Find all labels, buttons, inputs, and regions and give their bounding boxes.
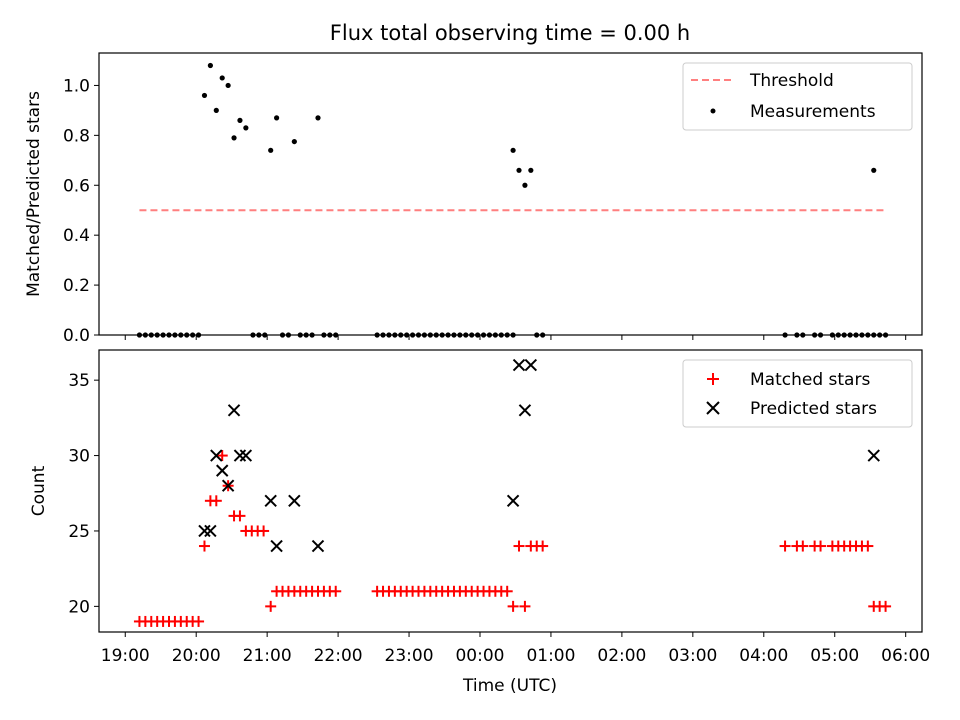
predicted-star-point — [216, 464, 229, 477]
top-x-ticks — [124, 335, 907, 340]
measurement-point — [268, 147, 274, 153]
measurement-point — [528, 167, 534, 173]
top-y-tick-label: 0.2 — [63, 276, 90, 296]
matched-star-point — [330, 585, 342, 597]
legend-measurements-swatch — [710, 108, 716, 114]
measurement-point — [231, 135, 237, 141]
bottom-panel: 20 25 30 35 19:00 20:00 21:00 22:00 23:00 00:00 0… — [29, 349, 930, 696]
legend-threshold-label: Threshold — [749, 71, 834, 91]
matched-star-point — [815, 540, 827, 552]
predicted-star-point — [506, 494, 520, 508]
predicted-star-point — [204, 524, 217, 538]
bottom-y-tick-label: 25 — [68, 522, 90, 542]
matched-star-point — [513, 540, 525, 552]
x-tick-label: 19:00 — [101, 646, 150, 666]
top-legend-box — [682, 62, 913, 131]
measurement-point — [522, 182, 528, 188]
bottom-marks — [133, 358, 892, 627]
measurement-point — [315, 115, 321, 121]
chart-title: Flux total observing time = 0.00 h — [330, 21, 690, 45]
measurement-point — [291, 138, 297, 145]
matched-star-point — [216, 450, 228, 462]
top-panel: Flux total observing time = 0.00 h 0.00.… — [24, 21, 923, 346]
predicted-star-point — [270, 539, 283, 553]
matched-star-point — [519, 600, 531, 612]
matched-star-point — [501, 585, 513, 597]
matched-star-point — [198, 540, 210, 552]
measurement-point — [510, 147, 516, 153]
top-y-tick-label: 1.0 — [63, 76, 90, 96]
predicted-star-point — [233, 449, 247, 462]
matched-star-point — [862, 540, 874, 552]
top-axes-frame — [98, 52, 923, 336]
bottom-axes-frame — [98, 349, 923, 633]
legend-measurements-label: Measurements — [750, 102, 876, 122]
predicted-star-point — [518, 404, 532, 417]
top-y-tick-label: 0.6 — [63, 176, 90, 196]
predicted-star-point — [227, 404, 241, 417]
measurement-point — [219, 75, 225, 81]
bottom-y-tick-label: 30 — [68, 447, 90, 467]
x-tick-label: 21:00 — [243, 646, 292, 666]
x-tick-label: 01:00 — [526, 646, 575, 666]
predicted-star-point — [288, 494, 301, 508]
top-y-axis-label: Matched/Predicted stars — [24, 91, 44, 297]
matched-star-point — [880, 600, 892, 612]
matched-star-point — [779, 540, 791, 552]
predicted-star-point — [311, 539, 325, 553]
matched-star-point — [193, 615, 205, 627]
predicted-star-point — [210, 449, 223, 462]
matched-star-point — [537, 540, 549, 552]
bottom-legend-box — [682, 359, 913, 428]
predicted-star-point — [264, 494, 277, 508]
legend-matched-swatch — [707, 373, 719, 385]
bottom-y-axis-label: Count — [29, 465, 49, 516]
predicted-star-point — [198, 524, 211, 538]
x-tick-label: 00:00 — [455, 646, 504, 666]
x-tick-label: 03:00 — [668, 646, 717, 666]
matched-star-point — [507, 600, 519, 612]
measurement-point — [225, 82, 231, 89]
x-tick-label: 06:00 — [881, 646, 930, 666]
top-y-tick-label: 0.4 — [63, 226, 90, 246]
measurement-point — [207, 62, 213, 69]
measurement-point — [243, 125, 249, 131]
x-tick-label: 02:00 — [597, 646, 646, 666]
matched-star-point — [797, 540, 809, 552]
predicted-star-point — [221, 479, 235, 492]
legend-matched-label: Matched stars — [750, 370, 870, 390]
x-axis-label: Time (UTC) — [462, 676, 557, 696]
measurement-point — [201, 92, 208, 99]
legend-predicted-label: Predicted stars — [750, 399, 877, 419]
measurement-point — [871, 167, 877, 173]
top-legend: Threshold Measurements — [682, 62, 913, 131]
x-tick-label: 22:00 — [314, 646, 363, 666]
measurement-point — [237, 117, 243, 123]
legend-predicted-swatch — [706, 401, 720, 415]
bottom-y-ticks: 20 25 30 35 — [68, 371, 99, 617]
measurement-point — [274, 115, 280, 121]
predicted-star-point — [239, 449, 253, 462]
matched-star-point — [210, 495, 222, 507]
bottom-x-ticks: 19:00 20:00 21:00 22:00 23:00 00:00 01:00 02:00… — [101, 632, 930, 666]
bottom-legend: Matched stars Predicted stars — [682, 359, 913, 428]
matched-star-point — [258, 525, 270, 537]
x-tick-label: 05:00 — [810, 646, 859, 666]
top-y-ticks: 0.0 0.2 0.4 0.6 0.8 1.0 — [63, 76, 99, 346]
x-tick-label: 23:00 — [385, 646, 434, 666]
bottom-y-tick-label: 20 — [68, 597, 90, 617]
top-y-tick-label: 0.0 — [63, 326, 90, 346]
predicted-star-point — [524, 358, 538, 372]
x-tick-label: 04:00 — [739, 646, 788, 666]
top-y-tick-label: 0.8 — [63, 126, 90, 146]
predicted-star-point — [867, 449, 880, 462]
measurement-point — [516, 167, 522, 173]
matched-star-point — [265, 600, 277, 612]
measurement-point — [213, 107, 219, 113]
predicted-star-point — [512, 358, 526, 372]
bottom-y-tick-label: 35 — [68, 371, 90, 391]
x-tick-label: 20:00 — [172, 646, 221, 666]
matched-star-point — [234, 510, 246, 522]
